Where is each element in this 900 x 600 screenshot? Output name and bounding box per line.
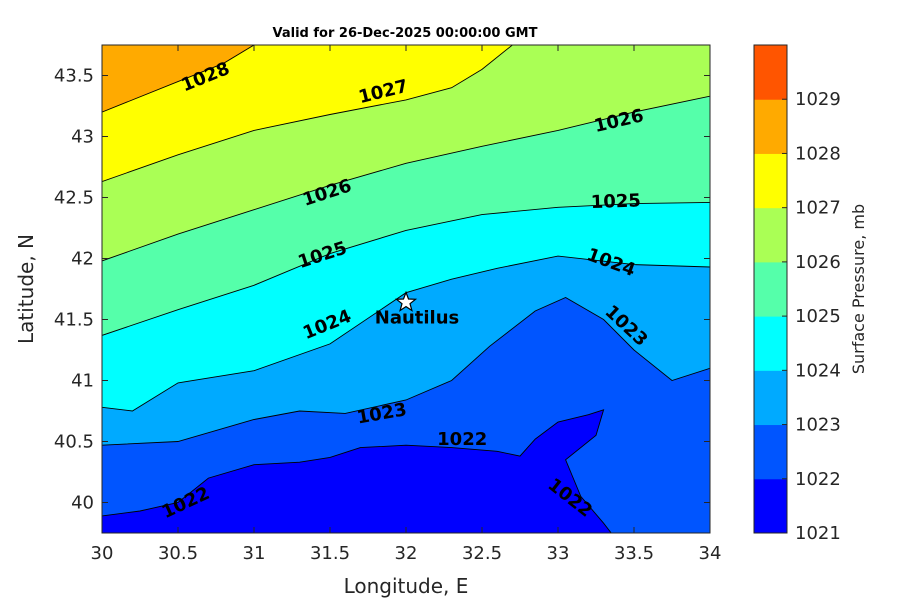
colorbar-swatch xyxy=(754,207,787,263)
contour-line-1023 xyxy=(102,296,710,446)
colorbar-swatch xyxy=(754,424,787,480)
colorbar-tick-label: 1022 xyxy=(795,469,841,490)
chart-title: Valid for 26-Dec-2025 00:00:00 GMT xyxy=(273,26,538,41)
marker-label: Nautilus xyxy=(375,307,460,328)
colorbar-tick-label: 1023 xyxy=(795,415,841,436)
star-marker-icon xyxy=(394,290,418,312)
contour-line-1028 xyxy=(102,45,255,113)
contour-line-1026 xyxy=(102,95,710,262)
contour-line-1025 xyxy=(102,201,710,336)
colorbar-tick-label: 1029 xyxy=(795,89,841,110)
location-markers: Nautilus xyxy=(375,290,460,328)
colorbar-swatch xyxy=(754,478,787,534)
y-tick-label: 41 xyxy=(71,371,94,392)
colorbar-tick-label: 1027 xyxy=(795,198,841,219)
x-tick-label: 34 xyxy=(699,543,722,564)
x-tick-label: 30.5 xyxy=(158,543,198,564)
x-tick-label: 32 xyxy=(395,543,418,564)
x-tick-label: 31.5 xyxy=(310,543,350,564)
contour-label: 1025 xyxy=(590,190,641,213)
colorbar-tick-label: 1026 xyxy=(795,252,841,273)
colorbar-tick-label: 1024 xyxy=(795,360,841,381)
x-tick-label: 33.5 xyxy=(614,543,654,564)
colorbar-swatch xyxy=(754,370,787,426)
contour-fill-1028 xyxy=(102,45,254,113)
colorbar: 1021 1022 1023 1024 1025 1026 1027 1028 1029 xyxy=(753,44,841,544)
contour-line-1022 xyxy=(102,409,612,533)
colorbar-swatch xyxy=(754,99,787,154)
colorbar-swatch xyxy=(754,316,787,371)
contour-label: 1022 xyxy=(437,429,487,450)
contour-fills xyxy=(102,45,710,533)
x-tick-label: 33 xyxy=(547,543,570,564)
y-axis-ticks: 40 40.5 41 41.5 42 42.5 43 43.5 xyxy=(54,66,710,514)
contour-line-1027 xyxy=(102,45,513,183)
contour-fill-1027 xyxy=(102,45,513,182)
colorbar-swatch xyxy=(754,45,787,100)
colorbar-tick-label: 1025 xyxy=(795,306,841,327)
colorbar-tick-label: 1021 xyxy=(795,523,841,544)
y-tick-label: 42.5 xyxy=(54,188,94,209)
colorbar-label: Surface Pressure, mb xyxy=(849,204,868,374)
x-axis-label: Longitude, E xyxy=(344,574,469,598)
y-tick-label: 40.5 xyxy=(54,432,94,453)
x-tick-label: 32.5 xyxy=(462,543,502,564)
y-tick-label: 43.5 xyxy=(54,66,94,87)
colorbar-tick-label: 1028 xyxy=(795,143,841,164)
x-axis-ticks: 30 30.5 31 31.5 32 32.5 33 33.5 34 xyxy=(91,45,722,564)
y-tick-label: 41.5 xyxy=(54,310,94,331)
colorbar-swatch xyxy=(754,261,787,317)
y-tick-label: 40 xyxy=(71,493,94,514)
y-axis-label: Latitude, N xyxy=(14,234,38,344)
x-tick-label: 31 xyxy=(243,543,266,564)
y-tick-label: 43 xyxy=(71,127,94,148)
colorbar-swatch xyxy=(754,153,787,209)
x-tick-label: 30 xyxy=(91,543,114,564)
colorbar-frame xyxy=(753,44,788,534)
y-tick-label: 42 xyxy=(71,249,94,270)
